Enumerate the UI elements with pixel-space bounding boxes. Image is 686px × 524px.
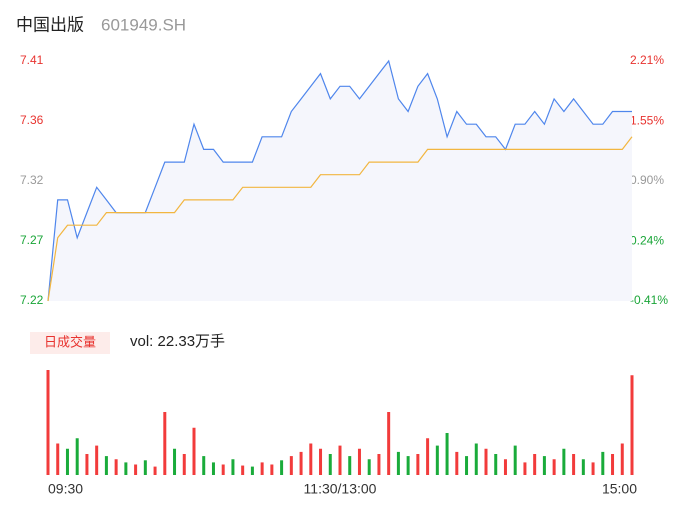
volume-bar xyxy=(338,445,342,475)
stock-name: 中国出版 xyxy=(16,15,84,34)
volume-bar xyxy=(523,462,527,475)
volume-bar xyxy=(289,456,293,475)
volume-bar xyxy=(455,451,459,475)
volume-bar xyxy=(65,448,69,475)
volume-bar xyxy=(95,445,99,475)
volume-bar xyxy=(474,443,478,475)
volume-bar xyxy=(562,448,566,475)
volume-bar xyxy=(542,456,546,475)
volume-bar xyxy=(513,445,517,475)
y2-tick-label: 0.24% xyxy=(630,234,664,248)
volume-bar xyxy=(104,456,108,475)
stock-code: 601949.SH xyxy=(101,15,186,34)
volume-bar xyxy=(377,454,381,475)
volume-bar xyxy=(348,456,352,475)
volume-bar xyxy=(445,433,449,475)
y2-tick-label: 1.55% xyxy=(630,114,664,128)
volume-bar xyxy=(406,456,410,475)
volume-bar xyxy=(231,459,235,475)
volume-bar xyxy=(134,464,138,475)
volume-bar xyxy=(357,448,361,475)
volume-bar xyxy=(572,454,576,475)
volume-bar xyxy=(416,454,420,475)
volume-bar xyxy=(124,462,128,475)
y-tick-label: 7.27 xyxy=(20,233,44,247)
volume-bar xyxy=(611,454,615,475)
volume-bar xyxy=(56,443,60,475)
volume-bar xyxy=(173,448,177,475)
volume-bar xyxy=(396,451,400,475)
y-tick-label: 7.22 xyxy=(20,293,44,307)
volume-bar xyxy=(601,451,605,475)
volume-bar xyxy=(494,454,498,475)
volume-bar xyxy=(387,412,391,475)
volume-bar xyxy=(630,375,634,475)
volume-bar xyxy=(503,459,507,475)
volume-bar xyxy=(270,464,274,475)
y-tick-label: 7.41 xyxy=(20,53,44,67)
volume-bar xyxy=(211,462,215,475)
volume-bar xyxy=(484,448,488,475)
volume-badge-label: 日成交量 xyxy=(44,334,96,349)
volume-bar xyxy=(299,451,303,475)
y2-tick-label: 2.21% xyxy=(630,53,664,67)
volume-bar xyxy=(75,438,79,475)
volume-bar xyxy=(620,443,624,475)
average-line xyxy=(47,136,633,302)
y-tick-label: 7.36 xyxy=(20,113,44,127)
volume-bar xyxy=(319,448,323,475)
x-tick-label: 09:30 xyxy=(48,481,83,497)
y2-tick-label: 0.90% xyxy=(630,173,664,187)
volume-bar xyxy=(533,454,537,475)
volume-bar xyxy=(309,443,313,475)
volume-bar xyxy=(465,456,469,475)
volume-total: vol: 22.33万手 xyxy=(130,333,225,350)
x-tick-label: 11:30/13:00 xyxy=(304,481,377,497)
volume-bar xyxy=(250,466,254,475)
volume-bar xyxy=(85,454,89,475)
volume-bar xyxy=(143,460,147,475)
volume-bar xyxy=(192,427,196,475)
volume-bar xyxy=(581,459,585,475)
volume-bar xyxy=(163,412,167,475)
volume-bar xyxy=(426,438,430,475)
volume-bar xyxy=(114,459,118,475)
price-area xyxy=(48,61,632,301)
y2-tick-label: -0.41% xyxy=(630,293,668,307)
x-tick-label: 15:00 xyxy=(602,481,637,497)
volume-bar xyxy=(260,462,264,475)
volume-bar xyxy=(552,459,556,475)
volume-bar xyxy=(328,454,332,475)
y-tick-label: 7.32 xyxy=(20,173,44,187)
volume-bar xyxy=(367,459,371,475)
volume-bar xyxy=(153,466,157,475)
volume-bar xyxy=(46,370,50,475)
volume-bar xyxy=(202,456,206,475)
volume-bar xyxy=(435,445,439,475)
volume-badge xyxy=(30,332,110,354)
volume-bar xyxy=(591,462,595,475)
volume-bar xyxy=(182,454,186,475)
volume-bar xyxy=(241,465,245,475)
volume-bar xyxy=(280,460,284,475)
volume-bar xyxy=(221,464,225,475)
